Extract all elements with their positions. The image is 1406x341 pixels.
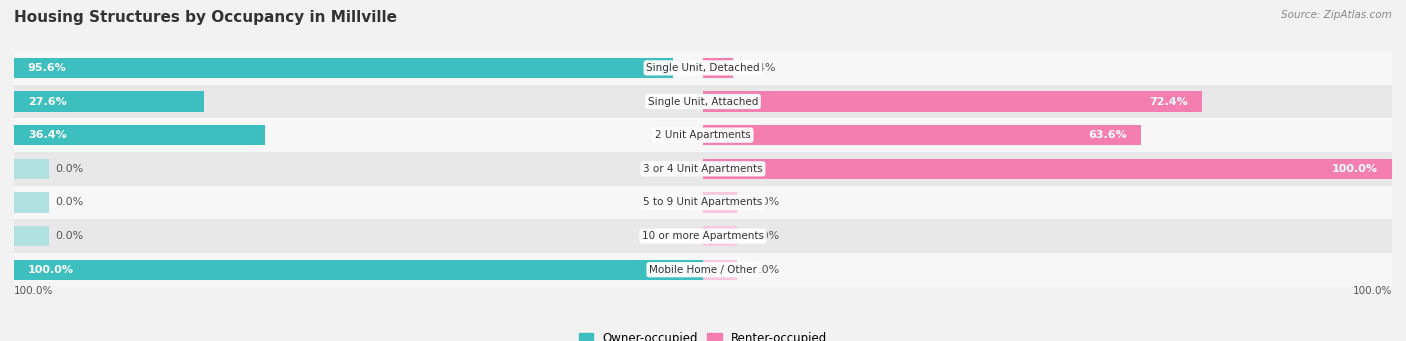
- Bar: [703, 125, 1142, 145]
- Bar: [14, 253, 1392, 286]
- Bar: [14, 125, 264, 145]
- Bar: [14, 226, 48, 246]
- Text: 2 Unit Apartments: 2 Unit Apartments: [655, 130, 751, 140]
- Bar: [14, 159, 48, 179]
- Text: 100.0%: 100.0%: [28, 265, 75, 275]
- Bar: [14, 58, 672, 78]
- Text: Single Unit, Detached: Single Unit, Detached: [647, 63, 759, 73]
- Text: Single Unit, Attached: Single Unit, Attached: [648, 97, 758, 106]
- Bar: [14, 192, 48, 212]
- Text: 72.4%: 72.4%: [1149, 97, 1188, 106]
- Text: Source: ZipAtlas.com: Source: ZipAtlas.com: [1281, 10, 1392, 20]
- Text: 0.0%: 0.0%: [751, 265, 779, 275]
- Text: 0.0%: 0.0%: [55, 164, 83, 174]
- Bar: [703, 58, 734, 78]
- Text: 95.6%: 95.6%: [28, 63, 66, 73]
- Bar: [703, 192, 738, 212]
- Bar: [703, 91, 1202, 112]
- Text: Mobile Home / Other: Mobile Home / Other: [650, 265, 756, 275]
- Text: 3 or 4 Unit Apartments: 3 or 4 Unit Apartments: [643, 164, 763, 174]
- Bar: [14, 91, 204, 112]
- Bar: [14, 118, 1392, 152]
- Text: 5 to 9 Unit Apartments: 5 to 9 Unit Apartments: [644, 197, 762, 207]
- Text: 4.4%: 4.4%: [747, 63, 776, 73]
- Text: 100.0%: 100.0%: [14, 285, 53, 296]
- Bar: [703, 260, 738, 280]
- Text: 10 or more Apartments: 10 or more Apartments: [643, 231, 763, 241]
- Text: 0.0%: 0.0%: [55, 197, 83, 207]
- Bar: [14, 260, 703, 280]
- Bar: [703, 226, 738, 246]
- Text: 36.4%: 36.4%: [28, 130, 66, 140]
- Bar: [14, 186, 1392, 219]
- Bar: [14, 152, 1392, 186]
- Legend: Owner-occupied, Renter-occupied: Owner-occupied, Renter-occupied: [574, 327, 832, 341]
- Text: 63.6%: 63.6%: [1088, 130, 1128, 140]
- Bar: [703, 159, 1392, 179]
- Text: Housing Structures by Occupancy in Millville: Housing Structures by Occupancy in Millv…: [14, 10, 396, 25]
- Text: 0.0%: 0.0%: [751, 231, 779, 241]
- Text: 100.0%: 100.0%: [1353, 285, 1392, 296]
- Text: 0.0%: 0.0%: [751, 197, 779, 207]
- Bar: [14, 85, 1392, 118]
- Text: 0.0%: 0.0%: [55, 231, 83, 241]
- Bar: [14, 219, 1392, 253]
- Text: 100.0%: 100.0%: [1331, 164, 1378, 174]
- Bar: [14, 51, 1392, 85]
- Text: 27.6%: 27.6%: [28, 97, 66, 106]
